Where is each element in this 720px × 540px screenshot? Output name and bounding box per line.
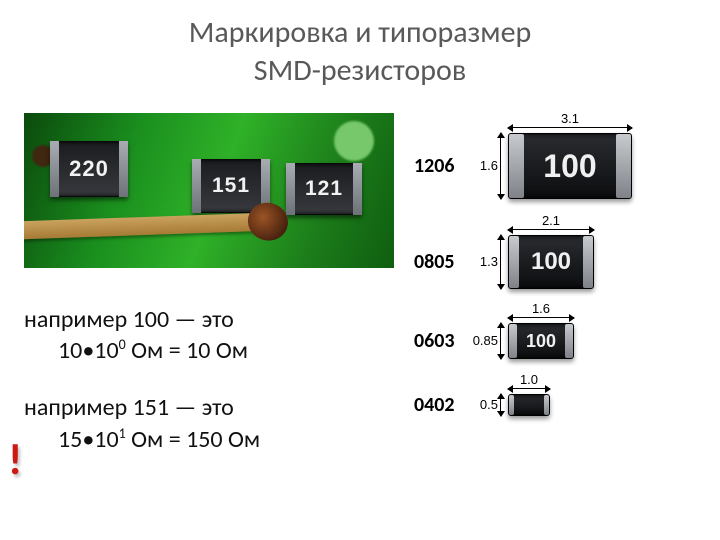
dim-width-arrow xyxy=(508,127,632,135)
pcb-smd-1-label: 220 xyxy=(69,156,109,182)
explanation-text: например 100 — это 10•100 Ом = 10 Ом нап… xyxy=(24,304,414,455)
page-title: Маркировка и типоразмер SMD-резисторов xyxy=(0,0,720,89)
smd-chip-1206: 100 xyxy=(508,133,632,199)
title-line-1: Маркировка и типоразмер xyxy=(0,14,720,52)
example-2-line-2: 15•101 Ом = 150 Ом xyxy=(24,424,414,455)
size-row-0805: 0805 1002.11.3 xyxy=(414,235,696,289)
pcb-smd-1: 220 xyxy=(50,141,128,197)
chip-wrap: 1.00.5 xyxy=(508,394,550,416)
chip-wrap: 1003.11.6 xyxy=(508,133,632,199)
chip-wrap: 1001.60.85 xyxy=(508,323,574,359)
example-1-line-1: например 100 — это xyxy=(24,304,414,335)
dim-width-label: 1.6 xyxy=(508,301,574,316)
dim-height-label: 0.5 xyxy=(480,397,498,412)
dim-width-arrow xyxy=(508,388,550,396)
size-code-label: 0603 xyxy=(414,329,476,353)
dim-height-arrow xyxy=(500,235,508,289)
dim-height-label: 0.85 xyxy=(473,333,498,348)
dim-width-label: 2.1 xyxy=(508,213,594,228)
content-area: 220 151 121 например 100 — это 10•100 Ом… xyxy=(0,89,720,473)
dim-height-arrow xyxy=(500,323,508,359)
size-code-label: 0402 xyxy=(414,393,476,417)
dim-height-label: 1.3 xyxy=(480,254,498,269)
size-row-1206: 1206 1003.11.6 xyxy=(414,133,696,199)
smd-chip-0805: 100 xyxy=(508,235,594,289)
chip-marking: 100 xyxy=(526,331,556,352)
size-code-label: 1206 xyxy=(414,154,476,178)
smd-chip-0402 xyxy=(508,394,550,416)
pcb-smd-3: 121 xyxy=(286,163,362,215)
size-row-0402: 0402 1.00.5 xyxy=(414,393,696,417)
chip-marking: 100 xyxy=(543,148,596,185)
size-code-label: 0805 xyxy=(414,250,476,274)
title-line-2: SMD-резисторов xyxy=(0,52,720,90)
smd-chip-0603: 100 xyxy=(508,323,574,359)
dim-width-label: 1.0 xyxy=(508,372,550,387)
dim-width-arrow xyxy=(508,229,594,237)
example-1-line-2: 10•100 Ом = 10 Ом xyxy=(24,335,414,366)
dim-height-label: 1.6 xyxy=(480,158,498,173)
chip-marking: 100 xyxy=(531,248,571,276)
size-row-0603: 0603 1001.60.85 xyxy=(414,323,696,359)
size-chart: 12061003.11.608051002.11.306031001.60.85… xyxy=(414,113,696,473)
pcb-smd-3-label: 121 xyxy=(305,177,343,201)
dim-height-arrow xyxy=(500,133,508,199)
left-column: 220 151 121 например 100 — это 10•100 Ом… xyxy=(24,113,414,473)
pcb-photo: 220 151 121 xyxy=(24,113,394,268)
example-2-line-1: например 151 — это xyxy=(24,392,414,423)
chip-wrap: 1002.11.3 xyxy=(508,235,594,289)
dim-width-label: 3.1 xyxy=(508,111,632,126)
exclamation-icon: ! xyxy=(8,432,22,486)
dim-width-arrow xyxy=(508,317,574,325)
dim-height-arrow xyxy=(500,394,508,416)
pcb-smd-2-label: 151 xyxy=(212,174,250,198)
